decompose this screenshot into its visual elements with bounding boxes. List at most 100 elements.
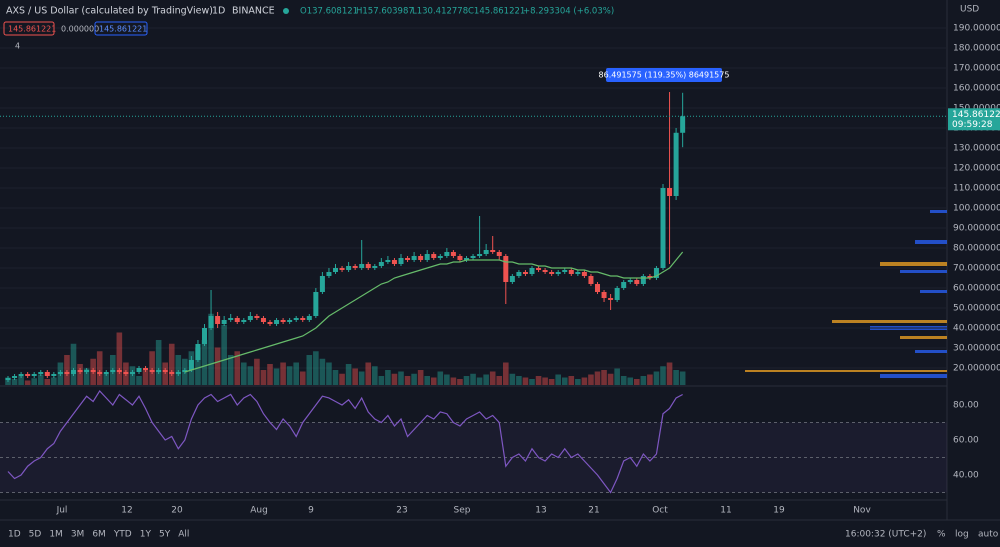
- candle-body: [372, 266, 378, 268]
- volume-bar: [470, 373, 476, 385]
- candle-body: [221, 320, 227, 324]
- volume-bar: [489, 371, 496, 385]
- volume-bar: [614, 368, 620, 385]
- volume-bar: [509, 373, 516, 385]
- candle-body: [215, 316, 221, 324]
- candle-body: [627, 280, 633, 282]
- candle-body: [260, 318, 266, 322]
- time-label: Oct: [652, 506, 668, 516]
- currency-label: USD: [960, 5, 979, 15]
- time-label: Aug: [250, 506, 268, 516]
- candle-body: [208, 316, 214, 328]
- volume-bar: [241, 362, 247, 385]
- price-tick-label: 170.000000: [953, 64, 1000, 74]
- volume-bar: [529, 379, 535, 385]
- candle-body: [64, 372, 70, 374]
- candle-body: [5, 378, 11, 380]
- range-button[interactable]: 5Y: [159, 530, 171, 540]
- volume-bar: [634, 379, 640, 385]
- candle-body: [202, 328, 207, 344]
- candle-body: [536, 268, 542, 270]
- scale-option[interactable]: log: [955, 530, 969, 540]
- candle-body: [247, 316, 253, 320]
- volume-bar: [555, 374, 561, 385]
- volume-bar: [398, 371, 404, 385]
- candle-body: [431, 254, 437, 258]
- candle-body: [31, 374, 37, 376]
- volume-bar: [581, 377, 588, 385]
- candle-body: [378, 262, 384, 266]
- range-button[interactable]: 1D: [8, 530, 21, 540]
- candle-body: [581, 272, 587, 276]
- volume-bar: [679, 371, 686, 385]
- candle-body: [103, 372, 109, 374]
- range-button[interactable]: YTD: [113, 530, 132, 540]
- time-label: 20: [171, 506, 183, 516]
- volume-bar: [299, 371, 306, 385]
- scale-option[interactable]: %: [937, 530, 946, 540]
- candle-body: [385, 260, 391, 262]
- candle-body: [326, 272, 332, 276]
- range-button[interactable]: 1Y: [140, 530, 152, 540]
- candle-body: [25, 374, 31, 376]
- time-label: Nov: [853, 506, 871, 516]
- candle-body: [490, 250, 496, 252]
- candle-body: [450, 252, 456, 256]
- candle-body: [228, 318, 234, 320]
- price-tick-label: 90.000000: [953, 224, 1000, 234]
- volume-bar: [450, 377, 457, 385]
- clock: 16:00:32 (UTC+2): [845, 530, 926, 540]
- candle-body: [293, 318, 299, 320]
- price-tick-label: 50.000000: [953, 304, 1000, 314]
- candle-body: [333, 268, 338, 272]
- symbol: AXS / US Dollar (calculated by TradingVi…: [6, 6, 213, 17]
- volume-bar: [385, 370, 391, 385]
- range-button[interactable]: 5D: [29, 530, 42, 540]
- candle-body: [90, 370, 96, 372]
- candle-body: [274, 320, 280, 324]
- box-blue: [94, 21, 148, 36]
- range-button[interactable]: All: [178, 530, 189, 540]
- box-value: 145.861221: [8, 25, 56, 34]
- candle-body: [346, 266, 352, 270]
- candle-body: [149, 370, 155, 372]
- candle-body: [162, 370, 168, 372]
- candle-body: [71, 370, 76, 374]
- candle-body: [405, 258, 411, 260]
- volume-bar: [503, 362, 509, 385]
- candle-body: [640, 276, 646, 284]
- ohlc-value: C145.861221: [468, 7, 525, 17]
- price-tick-label: 120.000000: [953, 164, 1000, 174]
- candle-body: [97, 372, 103, 374]
- candle-body: [254, 316, 260, 318]
- volume-bar: [11, 379, 18, 385]
- candle-body: [503, 256, 509, 282]
- volume-bar: [319, 358, 326, 385]
- candle-body: [18, 374, 24, 376]
- volume-bar: [260, 370, 267, 385]
- range-button[interactable]: 6M: [92, 530, 106, 540]
- volume-bar: [620, 376, 627, 385]
- price-tick-label: 130.000000: [953, 144, 1000, 154]
- last-price-box: [948, 108, 1000, 131]
- volume-bar: [575, 379, 581, 385]
- price-tick-label: 80.000000: [953, 244, 1000, 254]
- volume-bar: [444, 374, 450, 385]
- candle-body: [188, 360, 194, 370]
- volume-bar: [168, 343, 175, 385]
- volume-bar: [496, 376, 503, 385]
- candle-body: [116, 370, 122, 372]
- volume-bar: [437, 371, 444, 385]
- price-tick-label: 100.000000: [953, 204, 1000, 214]
- candle-body: [313, 292, 319, 316]
- scale-option[interactable]: auto: [978, 530, 999, 540]
- range-button[interactable]: 1M: [49, 530, 63, 540]
- candle-body: [339, 268, 345, 270]
- candle-body: [608, 298, 614, 300]
- volume-bar: [142, 370, 149, 385]
- range-button[interactable]: 3M: [71, 530, 85, 540]
- price-tick-label: 160.000000: [953, 84, 1000, 94]
- rsi-tick-label: 60.00: [953, 435, 979, 445]
- candle-body: [614, 288, 620, 300]
